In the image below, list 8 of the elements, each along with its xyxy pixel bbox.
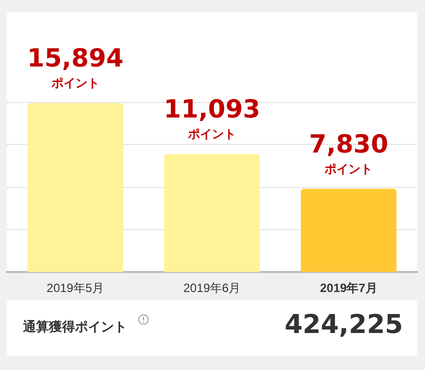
text: 通算獲得ポイント <box>23 319 127 336</box>
data-label: 15,894 ポイント <box>27 44 124 90</box>
x-tick-label: 2019年5月 <box>46 281 104 295</box>
x-tick-label: 2019年6月 <box>183 281 241 295</box>
data-label: 7,830 ポイント <box>309 129 388 176</box>
text: 424,225 <box>284 310 403 340</box>
data-label: 11,093 ポイント <box>164 94 260 142</box>
x-tick-label: 2019年7月 <box>320 281 378 295</box>
